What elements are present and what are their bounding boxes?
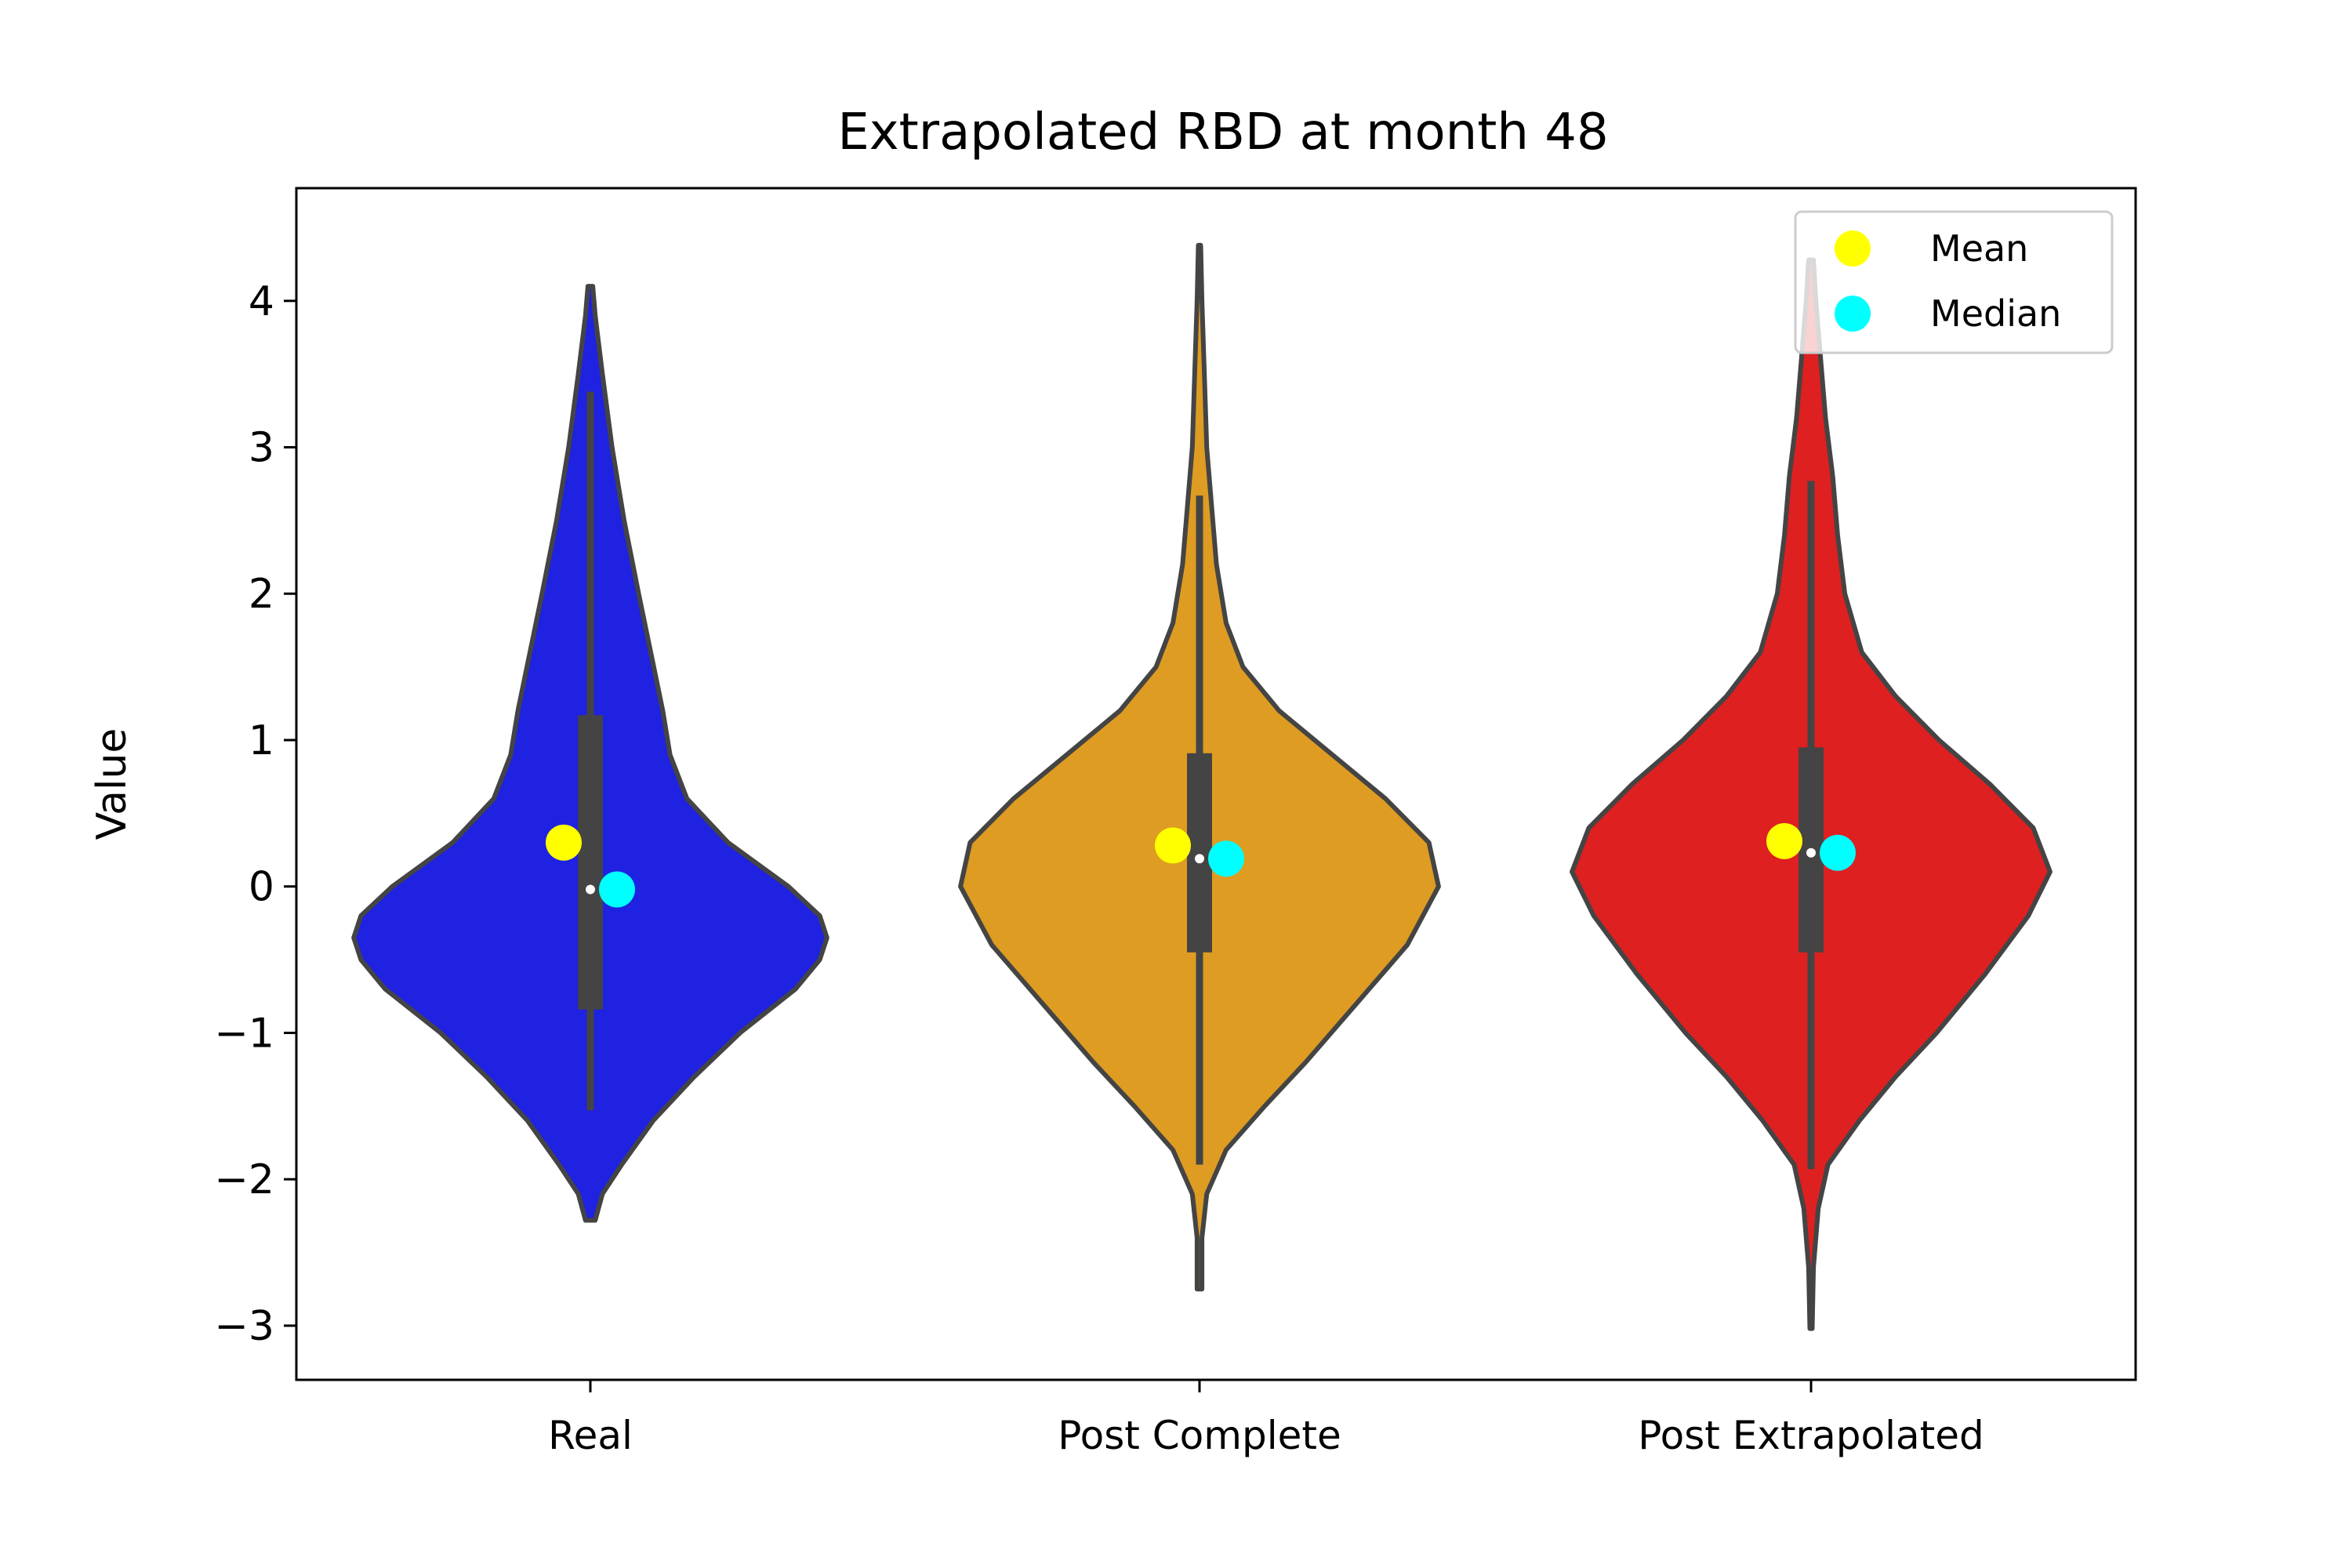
violins-layer [351, 242, 2053, 1331]
y-tick-label-6: −2 [214, 1156, 274, 1203]
x-axis: Real Post Complete Post Extrapolated [548, 1380, 1984, 1458]
x-tick-label-0: Real [548, 1413, 633, 1458]
legend-box [1794, 210, 2114, 354]
legend-mean-label: Mean [1930, 227, 2028, 270]
y-axis-label: Value [89, 728, 136, 840]
mean-marker-1 [1155, 827, 1191, 864]
median-marker-1 [1208, 840, 1244, 877]
y-tick-label-1: 3 [249, 425, 274, 472]
chart-title: Extrapolated RBD at month 48 [837, 103, 1608, 162]
y-tick-label-7: −3 [214, 1303, 274, 1350]
plot-frame [295, 187, 2137, 1381]
legend-mean-marker [1835, 230, 1871, 267]
legend-median-label: Median [1930, 292, 2061, 335]
y-tick-label-3: 1 [249, 717, 274, 764]
violin-iqr-box-0 [578, 715, 603, 1010]
violin-median-dot-0 [586, 884, 595, 895]
y-tick-label-2: 2 [249, 571, 274, 618]
y-tick-label-4: 0 [249, 864, 274, 911]
violin-median-dot-1 [1195, 854, 1204, 864]
median-marker-2 [1820, 834, 1856, 871]
y-tick-label-0: 4 [249, 278, 274, 325]
y-tick-label-5: −1 [214, 1010, 274, 1057]
median-marker-0 [599, 871, 635, 908]
markers-layer [546, 822, 1856, 908]
y-axis: 4 3 2 1 0 −1 −2 −3 [214, 278, 296, 1350]
mean-marker-0 [546, 824, 582, 861]
x-tick-label-2: Post Extrapolated [1638, 1413, 1984, 1458]
legend-median-marker [1835, 296, 1871, 332]
mean-marker-2 [1766, 822, 1802, 859]
x-tick-label-1: Post Complete [1058, 1413, 1341, 1458]
violin-iqr-box-1 [1187, 753, 1212, 953]
legend: Mean Median [1794, 210, 2114, 354]
violin-median-dot-2 [1806, 848, 1816, 858]
